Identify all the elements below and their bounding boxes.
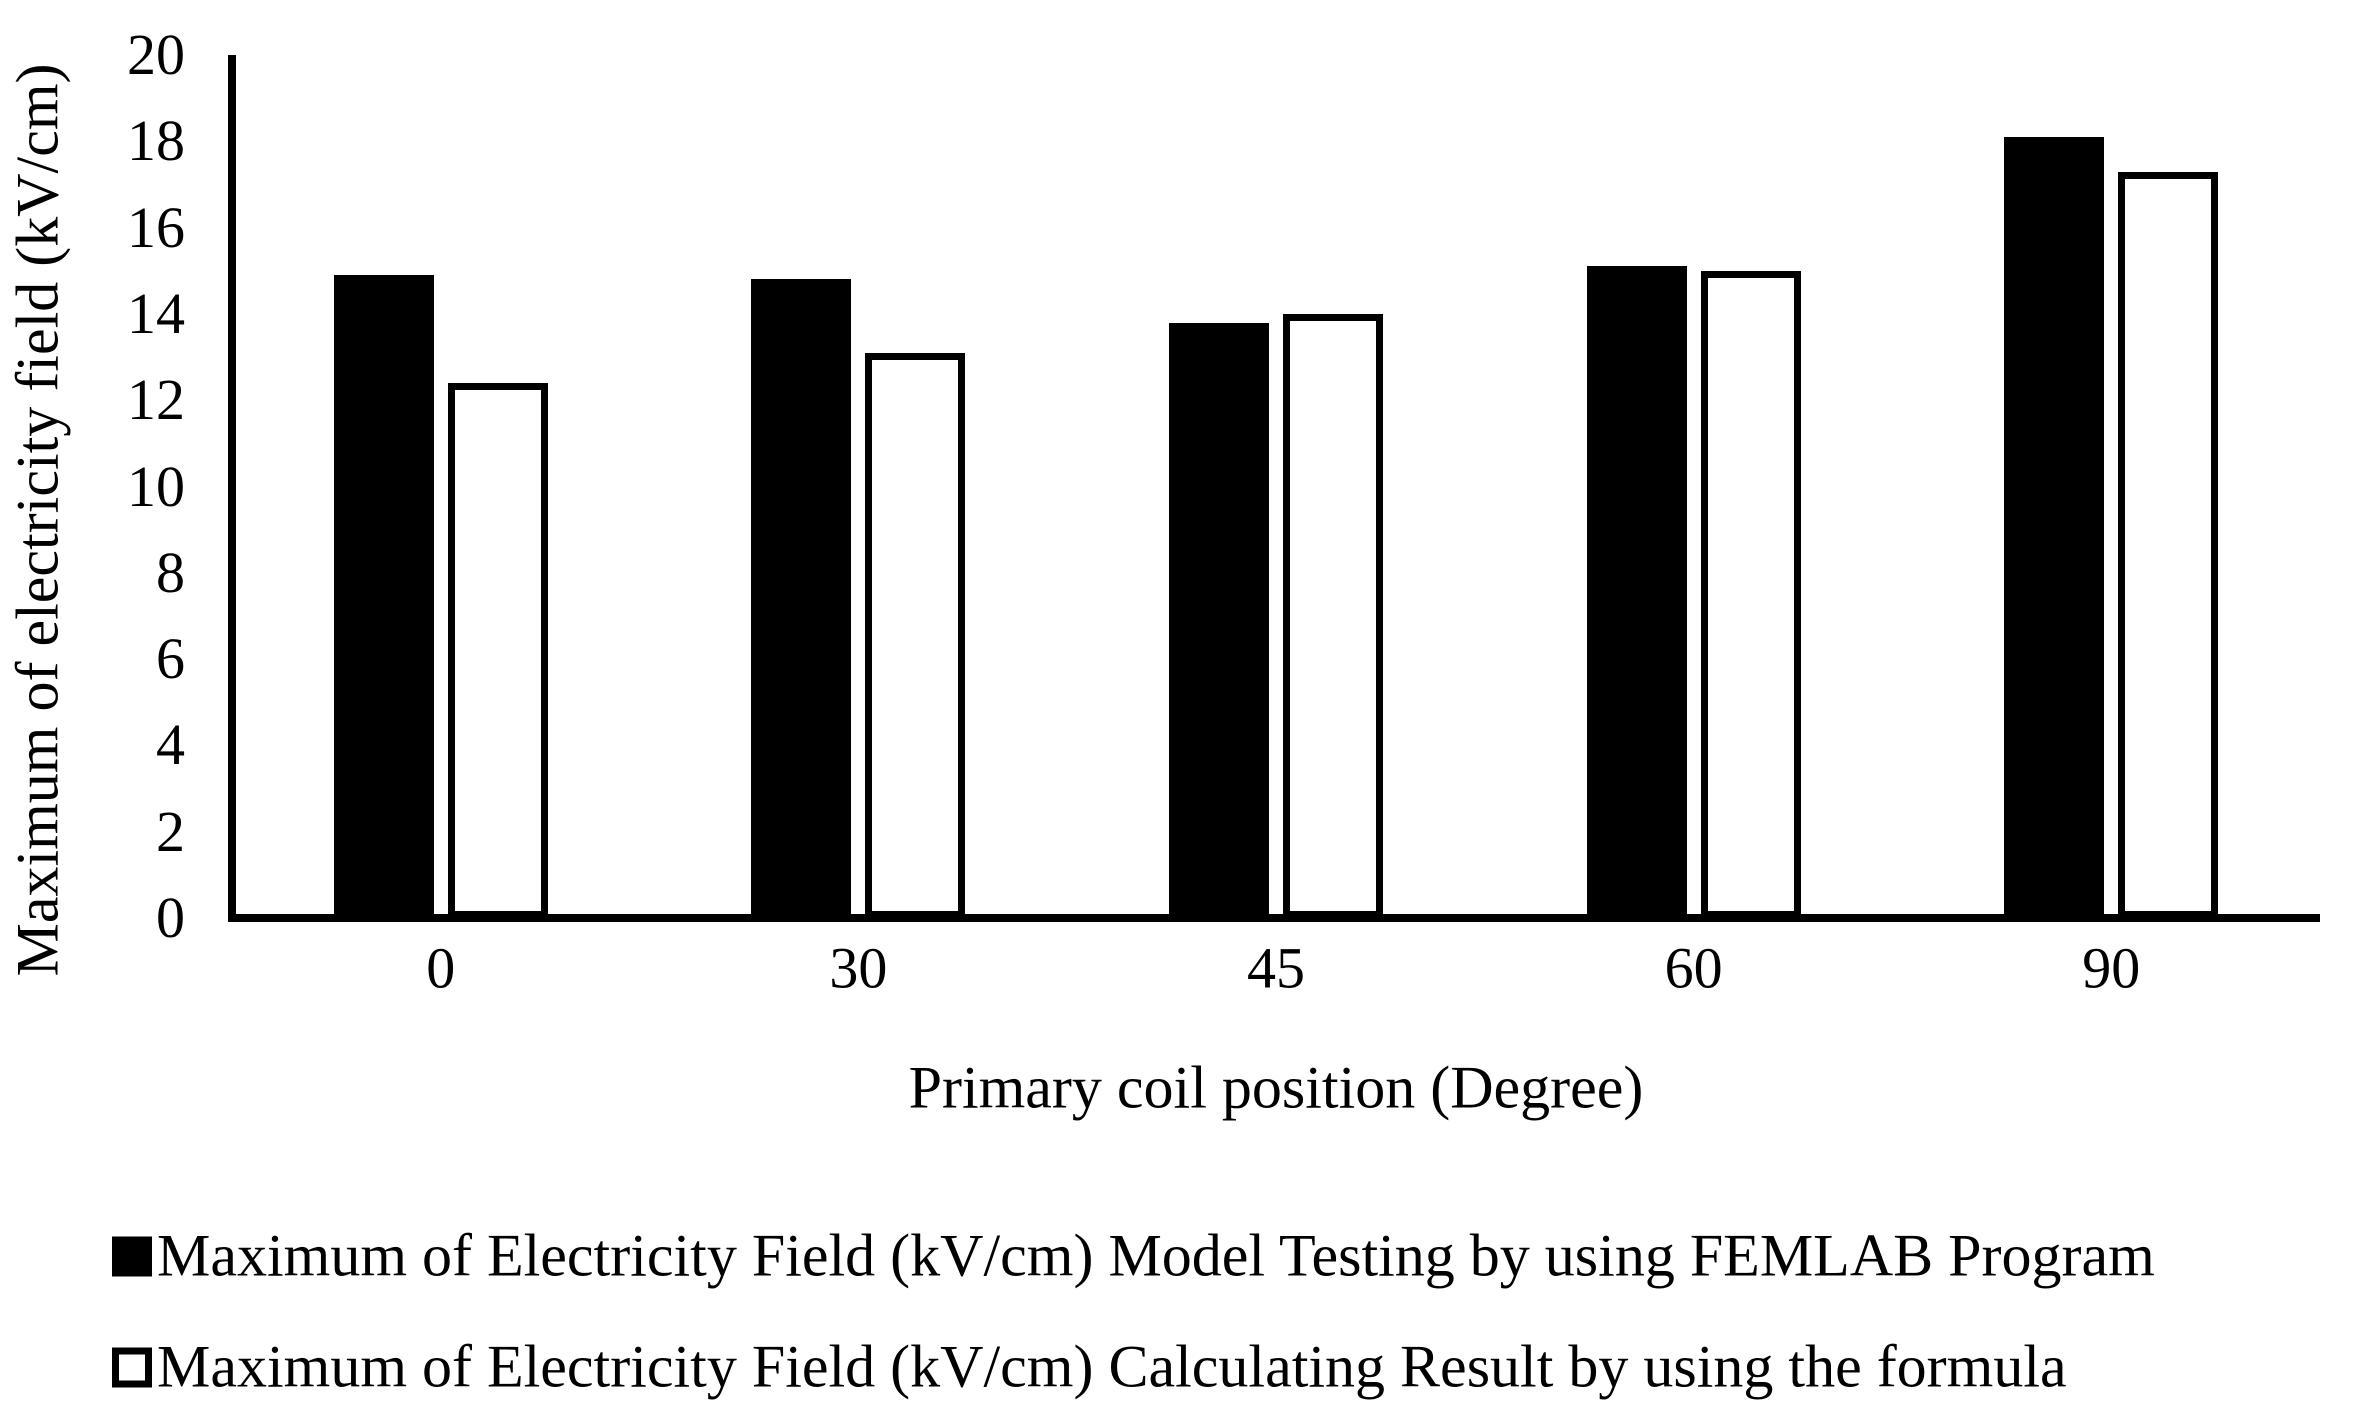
x-tick-label-0: 0 — [426, 935, 456, 1001]
x-tick-label-60: 60 — [1664, 935, 1723, 1001]
bar-90deg-formula — [2118, 172, 2219, 918]
x-axis-line — [228, 914, 2320, 922]
bar-45deg-femlab — [1169, 323, 1269, 918]
y-tick-label-12: 12 — [127, 367, 185, 433]
x-axis-title: Primary coil position (Degree) — [908, 1054, 1644, 1121]
y-tick-label-18: 18 — [127, 108, 185, 174]
bar-0deg-femlab — [333, 275, 434, 918]
x-tick-label-30: 30 — [829, 935, 888, 1001]
y-axis-line — [228, 55, 236, 922]
legend-marker-open-square-icon — [112, 1347, 152, 1387]
bar-0deg-formula — [447, 383, 548, 918]
y-tick-label-8: 8 — [156, 539, 185, 605]
bar-45deg-formula — [1283, 314, 1383, 918]
bar-60deg-femlab — [1586, 266, 1687, 918]
y-tick-label-0: 0 — [156, 885, 185, 950]
y-tick-label-20: 20 — [127, 22, 185, 87]
y-tick-label-6: 6 — [156, 626, 185, 692]
y-tick-label-10: 10 — [127, 453, 185, 519]
x-tick-label-90: 90 — [2082, 935, 2141, 1001]
y-tick-label-4: 4 — [156, 712, 185, 778]
legend-label-formula: Maximum of Electricity Field (kV/cm) Cal… — [157, 1333, 2067, 1400]
x-tick-label-45: 45 — [1247, 935, 1305, 1001]
legend-label-femlab: Maximum of Electricity Field (kV/cm) Mod… — [157, 1222, 2155, 1289]
y-tick-label-16: 16 — [127, 194, 185, 260]
bar-30deg-femlab — [751, 279, 852, 918]
bar-90deg-femlab — [2004, 137, 2105, 918]
y-tick-label-14: 14 — [127, 280, 185, 346]
legend-item-femlab: Maximum of Electricity Field (kV/cm) Mod… — [112, 1222, 2155, 1291]
legend-item-formula: Maximum of Electricity Field (kV/cm) Cal… — [112, 1333, 2067, 1402]
y-tick-label-2: 2 — [156, 798, 185, 864]
bar-30deg-formula — [865, 353, 966, 918]
bar-60deg-formula — [1700, 271, 1801, 918]
legend-marker-filled-square-icon — [112, 1236, 152, 1276]
